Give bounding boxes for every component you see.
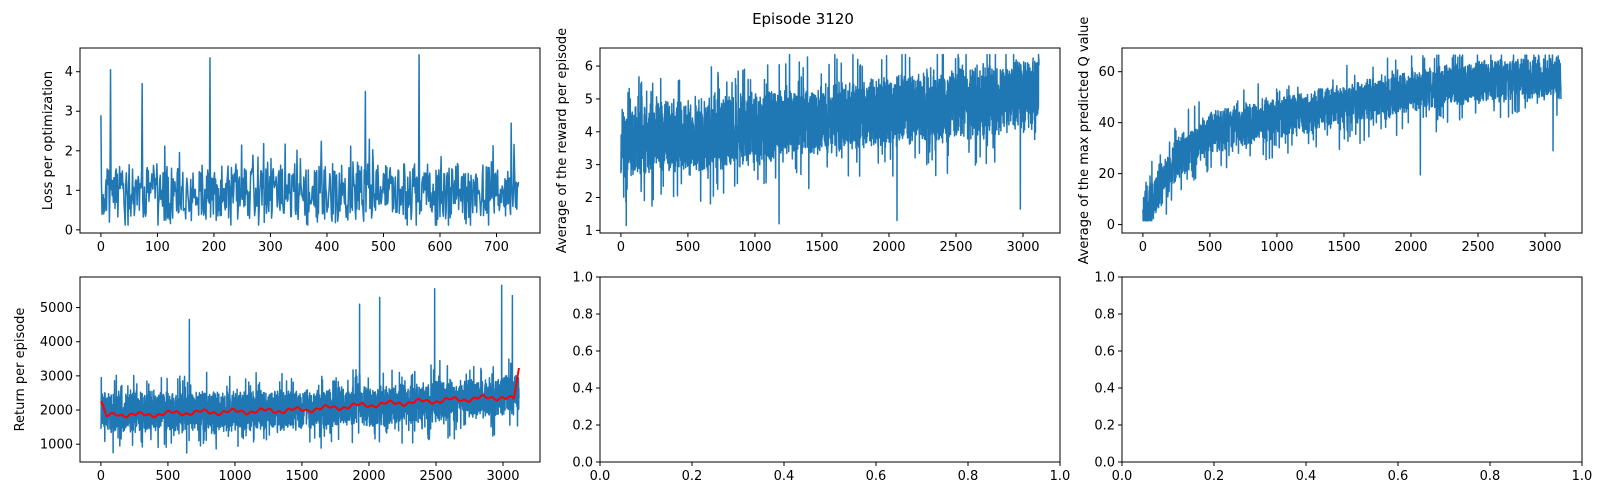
series-line-loss-0 (100, 53, 520, 226)
x-tick-label: 2000 (352, 469, 385, 484)
x-tick-label: 500 (1198, 240, 1223, 255)
series-line-qvalue-0 (1142, 54, 1562, 222)
x-tick-label: 1.0 (1572, 469, 1593, 484)
x-tick-label: 3000 (1528, 240, 1561, 255)
x-tick-label: 1000 (1260, 240, 1293, 255)
y-axis-label-qvalue: Average of the max predicted Q value (1077, 17, 1092, 265)
x-tick-label: 0.8 (958, 469, 979, 484)
y-tick-label: 0.6 (572, 345, 593, 360)
x-tick-label: 0 (97, 469, 105, 484)
subplot-qvalue: 0 500 1000 1500 2000 2500 3000 0 20 40 60 Average o… (1077, 17, 1583, 265)
y-tick-label: 1 (585, 224, 593, 239)
x-tick-label: 0.8 (1480, 469, 1501, 484)
x-tick-label: 0 (617, 240, 625, 255)
axes-frame-qvalue (1121, 47, 1583, 234)
x-tick-label: 2500 (1461, 240, 1494, 255)
x-tick-label: 0 (97, 240, 105, 255)
y-tick-label: 20 (1098, 167, 1115, 182)
subplot-reward: 0 500 1000 1500 2000 2500 3000 1 2 3 4 5 6 Average of… (555, 28, 1061, 255)
y-tick-label: 3 (585, 158, 593, 173)
series-line-return-1 (100, 367, 520, 419)
x-tick-label: 3000 (1006, 240, 1039, 255)
x-tick-label: 600 (428, 240, 453, 255)
x-tick-label: 2500 (939, 240, 972, 255)
y-tick-label: 2 (585, 191, 593, 206)
y-tick-label: 6 (585, 60, 593, 75)
x-tick-label: 2000 (872, 240, 905, 255)
y-tick-label: 0 (1107, 218, 1115, 233)
x-tick-label: 3000 (486, 469, 519, 484)
figure-suptitle: Episode 3120 (752, 10, 854, 28)
y-axis-label-return: Return per episode (13, 308, 28, 432)
y-tick-label: 60 (1098, 65, 1115, 80)
x-tick-label: 500 (156, 469, 181, 484)
axes-frame-return (79, 276, 541, 463)
y-tick-label: 0.4 (1094, 382, 1115, 397)
y-tick-label: 2 (65, 144, 73, 159)
y-tick-label: 5 (585, 92, 593, 107)
x-tick-label: 0 (1139, 240, 1147, 255)
x-tick-label: 2500 (419, 469, 452, 484)
y-tick-label: 4000 (40, 335, 73, 350)
y-tick-label: 0.2 (1094, 419, 1115, 434)
x-tick-label: 2000 (1394, 240, 1427, 255)
x-tick-label: 500 (371, 240, 396, 255)
y-tick-label: 0.2 (572, 419, 593, 434)
series-line-return-0 (100, 284, 520, 454)
y-tick-label: 1.0 (1094, 271, 1115, 286)
y-tick-label: 4 (65, 65, 73, 80)
x-tick-label: 200 (202, 240, 227, 255)
y-tick-label: 0.8 (1094, 308, 1115, 323)
y-tick-label: 1 (65, 184, 73, 199)
subplot-loss: 0 100 200 300 400 500 600 700 0 1 2 3 4 Loss per opti… (41, 47, 541, 255)
x-tick-label: 0.0 (590, 469, 611, 484)
x-tick-label: 1500 (1327, 240, 1360, 255)
x-tick-label: 500 (676, 240, 701, 255)
x-tick-label: 300 (258, 240, 283, 255)
x-tick-label: 0.4 (774, 469, 795, 484)
x-tick-label: 400 (315, 240, 340, 255)
y-tick-label: 5000 (40, 301, 73, 316)
y-tick-label: 0 (65, 223, 73, 238)
axes-frame-empty2 (1121, 276, 1583, 463)
y-tick-label: 4 (585, 125, 593, 140)
x-tick-label: 0.0 (1112, 469, 1133, 484)
x-tick-label: 0.4 (1296, 469, 1317, 484)
x-tick-label: 0.6 (866, 469, 887, 484)
subplot-empty2: 0.0 0.2 0.4 0.6 0.8 1.0 0.0 0.2 0.4 0.6 0.8 1.0 (1094, 271, 1592, 485)
y-axis-label-reward: Average of the reward per episode (555, 28, 570, 253)
axes-frame-loss (79, 47, 541, 234)
y-tick-label: 0.0 (572, 456, 593, 471)
subplot-empty1: 0.0 0.2 0.4 0.6 0.8 1.0 0.0 0.2 0.4 0.6 0.8 1.0 (572, 271, 1070, 485)
y-tick-label: 1000 (40, 438, 73, 453)
x-tick-label: 100 (145, 240, 170, 255)
axes-frame-empty1 (599, 276, 1061, 463)
y-axis-label-loss: Loss per optimization (41, 71, 56, 210)
axes-frame-reward (599, 47, 1061, 234)
x-tick-label: 1000 (218, 469, 251, 484)
y-tick-label: 0.4 (572, 382, 593, 397)
y-tick-label: 3000 (40, 369, 73, 384)
x-tick-label: 700 (484, 240, 509, 255)
y-tick-label: 0.0 (1094, 456, 1115, 471)
x-tick-label: 1000 (738, 240, 771, 255)
y-tick-label: 1.0 (572, 271, 593, 286)
x-tick-label: 0.2 (682, 469, 703, 484)
series-line-reward-0 (620, 53, 1040, 227)
x-tick-label: 0.6 (1388, 469, 1409, 484)
x-tick-label: 0.2 (1204, 469, 1225, 484)
y-tick-label: 0.6 (1094, 345, 1115, 360)
x-tick-label: 1.0 (1050, 469, 1071, 484)
subplot-return: 0 500 1000 1500 2000 2500 3000 1000 2000 3000 4000… (13, 276, 541, 484)
y-tick-label: 40 (1098, 116, 1115, 131)
x-tick-label: 1500 (805, 240, 838, 255)
y-tick-label: 0.8 (572, 308, 593, 323)
y-tick-label: 2000 (40, 404, 73, 419)
x-tick-label: 1500 (285, 469, 318, 484)
y-tick-label: 3 (65, 105, 73, 120)
